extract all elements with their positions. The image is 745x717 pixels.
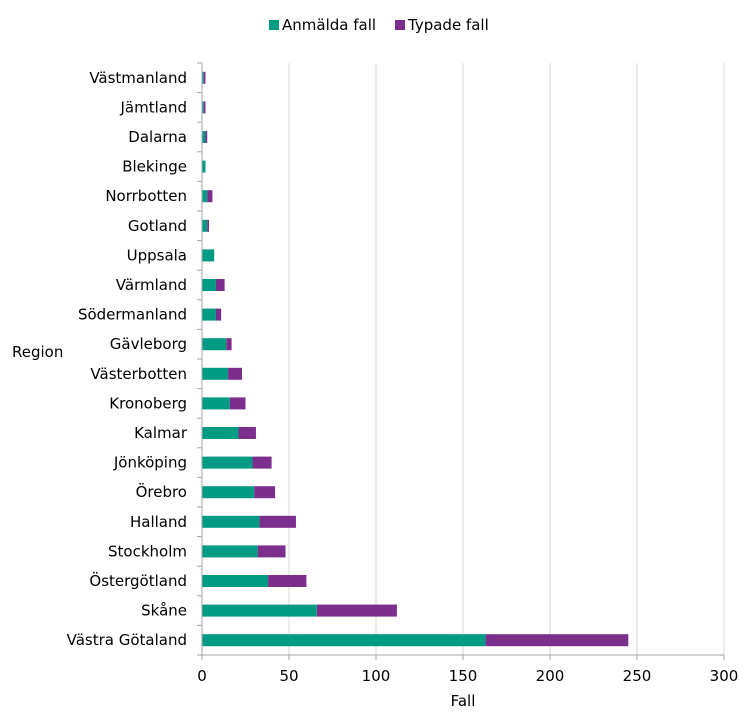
legend-swatch-1 <box>395 20 405 30</box>
y-tick-labels: Västmanland Jämtland Dalarna Blekinge Norrbo… <box>67 69 188 649</box>
bars <box>202 71 629 647</box>
bar-anmalda-1 <box>202 101 204 114</box>
bar-anmalda-11 <box>202 397 230 410</box>
bar-typade-11 <box>229 397 246 410</box>
bar-typade-5 <box>207 219 209 232</box>
legend: Anmälda fall Typade fall <box>269 16 489 34</box>
bar-anmalda-14 <box>202 486 255 499</box>
legend-label-0: Anmälda fall <box>282 16 376 34</box>
y-tick-label: Gotland <box>128 217 187 235</box>
gridlines <box>288 63 725 655</box>
bar-anmalda-6 <box>202 249 215 262</box>
bar-anmalda-13 <box>202 456 253 469</box>
bar-anmalda-12 <box>202 427 239 439</box>
bar-typade-2 <box>205 131 208 143</box>
bar-typade-12 <box>238 427 256 439</box>
bar-typade-10 <box>228 367 243 380</box>
y-tick-label: Kalmar <box>134 424 188 442</box>
y-tick-label: Uppsala <box>127 246 187 264</box>
y-tick-label: Örebro <box>136 482 187 501</box>
bar-anmalda-4 <box>202 190 208 203</box>
axes <box>197 62 725 660</box>
bar-anmalda-9 <box>202 338 227 351</box>
bar-anmalda-0 <box>202 71 204 84</box>
bar-anmalda-10 <box>202 367 229 380</box>
bar-anmalda-5 <box>202 219 208 232</box>
bar-typade-8 <box>215 308 222 321</box>
x-axis-title: Fall <box>451 692 476 710</box>
bar-anmalda-7 <box>202 279 216 291</box>
y-tick-label: Norrbotten <box>105 187 187 205</box>
x-tick-label: 150 <box>449 667 478 685</box>
y-tick-label: Kronoberg <box>109 394 187 412</box>
x-tick-label: 300 <box>710 667 739 685</box>
y-tick-label: Södermanland <box>78 306 187 324</box>
bar-anmalda-16 <box>202 545 258 558</box>
x-tick-label: 50 <box>279 667 298 685</box>
bar-typade-16 <box>257 545 286 558</box>
bar-typade-7 <box>215 279 225 291</box>
bar-typade-13 <box>252 456 272 469</box>
bar-anmalda-3 <box>202 160 206 173</box>
x-tick-label: 250 <box>623 667 652 685</box>
y-tick-label: Västerbotten <box>90 365 187 383</box>
legend-swatch-0 <box>269 20 279 30</box>
bar-anmalda-15 <box>202 515 260 528</box>
y-tick-label: Blekinge <box>122 158 187 176</box>
bar-typade-15 <box>259 515 296 528</box>
x-tick-label: 0 <box>197 667 207 685</box>
bar-typade-4 <box>207 190 213 203</box>
bar-typade-9 <box>226 338 232 351</box>
bar-typade-18 <box>316 604 397 617</box>
y-tick-label: Stockholm <box>108 542 187 560</box>
bar-anmalda-18 <box>202 604 317 617</box>
bar-typade-14 <box>254 486 276 499</box>
y-tick-label: Halland <box>130 513 187 531</box>
bar-anmalda-2 <box>202 131 206 143</box>
y-tick-label: Östergötland <box>89 571 187 590</box>
y-tick-label: Jönköping <box>113 454 187 472</box>
y-tick-label: Jämtland <box>120 98 188 116</box>
y-tick-label: Gävleborg <box>110 335 187 353</box>
bar-anmalda-17 <box>202 575 269 587</box>
bar-typade-19 <box>485 634 629 647</box>
bar-typade-1 <box>203 101 206 114</box>
y-tick-label: Värmland <box>116 276 187 294</box>
x-tick-labels: 0 50 100 150 200 250 300 <box>197 667 738 685</box>
y-tick-label: Västra Götaland <box>67 631 187 649</box>
x-tick-label: 200 <box>536 667 565 685</box>
y-tick-label: Västmanland <box>89 69 187 87</box>
y-tick-label: Dalarna <box>128 128 187 146</box>
bar-anmalda-19 <box>202 634 486 647</box>
y-axis-title: Region <box>12 343 63 361</box>
bar-typade-17 <box>268 575 307 587</box>
bar-anmalda-8 <box>202 308 216 321</box>
legend-label-1: Typade fall <box>407 16 489 34</box>
y-tick-label: Skåne <box>141 602 187 620</box>
x-tick-label: 100 <box>362 667 391 685</box>
bar-typade-0 <box>203 71 206 84</box>
